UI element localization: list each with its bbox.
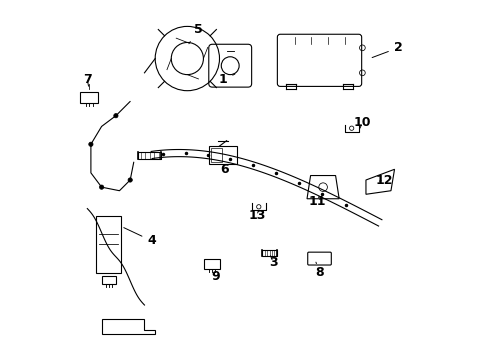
Bar bbox=[96, 216, 121, 273]
Text: 2: 2 bbox=[371, 41, 402, 58]
Circle shape bbox=[128, 178, 132, 182]
Text: 1: 1 bbox=[218, 73, 234, 86]
Bar bbox=[102, 276, 116, 284]
Text: 9: 9 bbox=[211, 270, 220, 283]
Text: 13: 13 bbox=[248, 209, 265, 222]
Bar bbox=[80, 93, 98, 103]
Bar bbox=[262, 250, 276, 256]
Text: 5: 5 bbox=[188, 23, 202, 44]
Bar bbox=[204, 259, 220, 269]
Text: 6: 6 bbox=[220, 163, 229, 176]
Text: 10: 10 bbox=[353, 116, 370, 129]
Bar bbox=[138, 152, 161, 159]
Circle shape bbox=[88, 142, 93, 147]
Circle shape bbox=[99, 185, 103, 189]
Bar bbox=[208, 146, 237, 164]
Text: 4: 4 bbox=[123, 228, 156, 247]
Text: 7: 7 bbox=[83, 73, 92, 86]
Text: 8: 8 bbox=[315, 262, 323, 279]
Bar bbox=[210, 148, 222, 162]
Text: 12: 12 bbox=[374, 174, 392, 186]
Text: 3: 3 bbox=[268, 256, 277, 269]
Text: 11: 11 bbox=[308, 195, 326, 208]
Circle shape bbox=[114, 113, 118, 118]
